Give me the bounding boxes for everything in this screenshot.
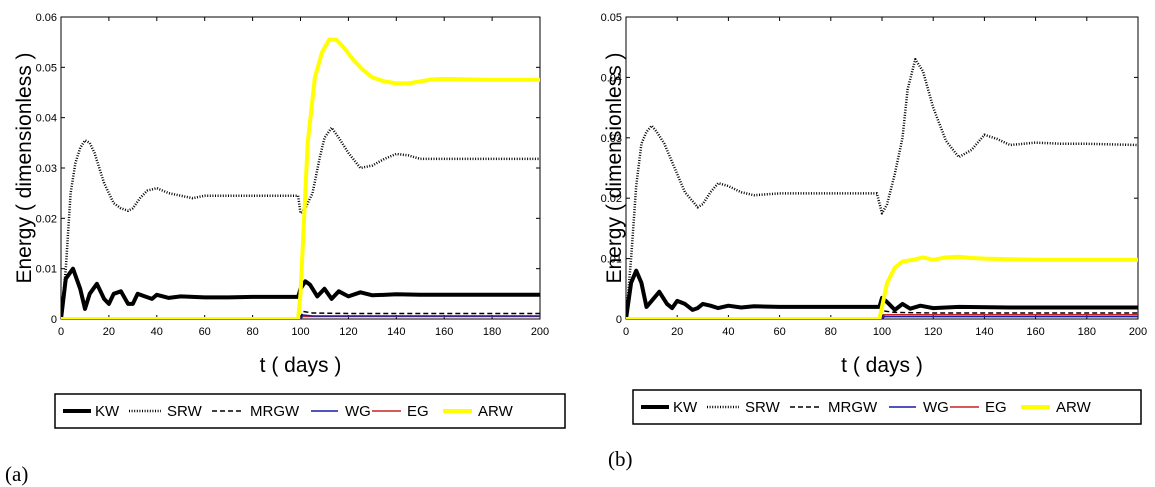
x-tick-label: 80: [246, 326, 258, 338]
y-tick-label: 0: [616, 314, 622, 326]
y-axis-label: Energy ( dimensionless ): [603, 52, 626, 283]
legend-label: WG: [345, 403, 371, 420]
legend-label: SRW: [745, 399, 781, 416]
x-tick-label: 100: [291, 326, 309, 338]
x-tick-label: 180: [1078, 326, 1096, 338]
legend: KW SRW MRGW WG EG ARW: [632, 389, 1142, 425]
y-tick-label: 0.03: [36, 163, 57, 175]
y-tick-label: 0.05: [36, 62, 57, 74]
y-tick-label: 0.05: [601, 12, 622, 24]
legend-label: ARW: [1056, 399, 1092, 416]
x-tick-label: 140: [975, 326, 993, 338]
y-tick-label: 0.03: [601, 133, 622, 145]
y-tick-label: 0.02: [601, 193, 622, 205]
y-tick-label: 0: [51, 314, 57, 326]
x-tick-label: 0: [58, 326, 64, 338]
x-tick-label: 40: [722, 326, 734, 338]
x-tick-label: 0: [623, 326, 629, 338]
x-tick-label: 120: [339, 326, 357, 338]
panel-label: (a): [5, 462, 28, 486]
x-tick-label: 80: [825, 326, 837, 338]
chart-panel-1: 0 20 40 60 80 100 120 140 160 180 200 0 0.01 0.02 0.03…: [601, 12, 1148, 471]
legend-label: MRGW: [250, 403, 300, 420]
plot-area: [625, 16, 1139, 320]
x-tick-label: 100: [873, 326, 891, 338]
series-line-kw: [626, 268, 1138, 319]
series-line-wg: [61, 314, 540, 319]
y-tick-label: 0.06: [36, 12, 57, 24]
legend-label: KW: [673, 399, 698, 416]
x-tick-label: 20: [103, 326, 115, 338]
series-line-srw: [626, 58, 1138, 319]
legend: KW SRW MRGW WG EG ARW: [54, 393, 566, 429]
y-tick-label: 0.04: [36, 113, 57, 125]
x-tick-label: 140: [387, 326, 405, 338]
x-tick-label: 200: [531, 326, 549, 338]
x-tick-label: 160: [1026, 326, 1044, 338]
legend-label: EG: [985, 399, 1007, 416]
legend-label: EG: [407, 403, 429, 420]
series-line-kw: [61, 266, 540, 319]
y-axis-label: Energy ( dimensionless ): [13, 52, 36, 283]
x-axis-label: t ( days ): [841, 354, 923, 377]
x-tick-label: 60: [773, 326, 785, 338]
legend-label: SRW: [167, 403, 203, 420]
x-tick-label: 60: [199, 326, 211, 338]
legend-label: ARW: [478, 403, 514, 420]
x-tick-label: 180: [483, 326, 501, 338]
panel-label: (b): [608, 447, 633, 471]
x-tick-label: 200: [1129, 326, 1147, 338]
legend-label: KW: [95, 403, 120, 420]
series-line-mrgw: [61, 310, 540, 319]
x-tick-label: 160: [435, 326, 453, 338]
series-line-srw: [61, 126, 540, 319]
chart-panel-0: 0 20 40 60 80 100 120 140 160 180 200 0 0.01 0.02 0.03…: [5, 12, 566, 486]
series-line-arw: [61, 37, 540, 319]
x-tick-label: 120: [924, 326, 942, 338]
legend-label: MRGW: [828, 399, 878, 416]
y-tick-label: 0.01: [36, 264, 57, 276]
x-axis-label: t ( days ): [260, 354, 342, 377]
series-line-arw: [626, 254, 1138, 319]
x-tick-label: 40: [151, 326, 163, 338]
y-tick-label: 0.01: [601, 254, 622, 266]
series-line-mrgw: [626, 310, 1138, 319]
series-line-wg: [626, 315, 1138, 319]
legend-label: WG: [923, 399, 949, 416]
y-tick-label: 0.02: [36, 213, 57, 225]
x-tick-label: 20: [671, 326, 683, 338]
y-tick-label: 0.04: [601, 72, 622, 84]
